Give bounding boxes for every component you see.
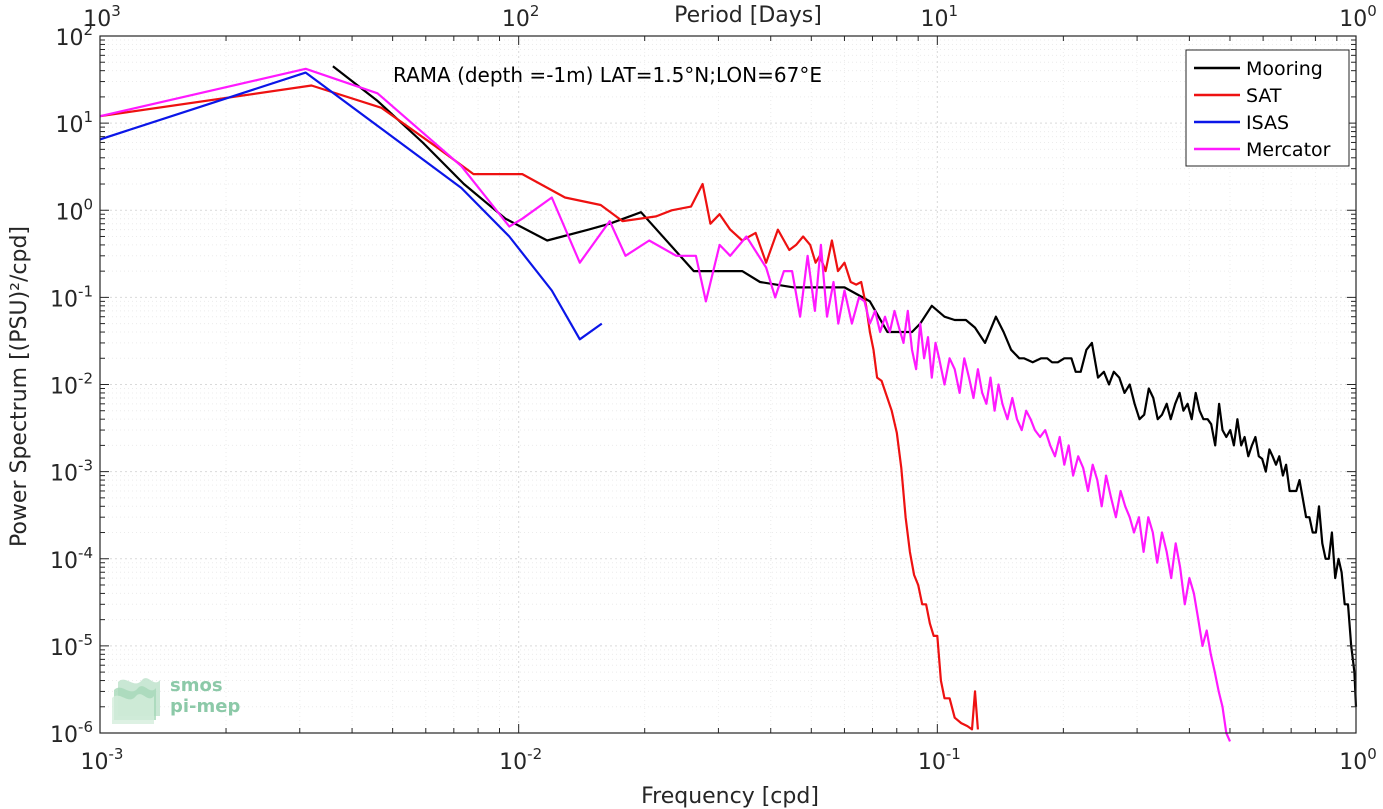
x-tick-label: 100 bbox=[1339, 745, 1377, 775]
smos-pimep-logo: smos pi-mep bbox=[112, 675, 240, 724]
y-tick-label: 10-4 bbox=[50, 544, 93, 574]
chart-annotation: RAMA (depth =-1m) LAT=1.5°N;LON=67°E bbox=[393, 63, 822, 87]
legend-label-sat: SAT bbox=[1246, 85, 1282, 107]
top-tick-label: 101 bbox=[921, 2, 959, 32]
y-tick-label: 100 bbox=[55, 195, 93, 225]
y-axis-label: Power Spectrum [(PSU)²/cpd] bbox=[7, 226, 32, 547]
legend-box bbox=[1185, 49, 1350, 167]
logo-line1: smos bbox=[170, 675, 223, 696]
x-tick-label: 10-2 bbox=[499, 745, 542, 775]
logo-waves-icon bbox=[112, 678, 160, 724]
series-line-sat bbox=[99, 84, 979, 731]
y-tick-label: 101 bbox=[55, 108, 93, 138]
series-line-mercator bbox=[99, 67, 1232, 742]
y-tick-label: 10-1 bbox=[50, 282, 93, 312]
top-tick-label: 103 bbox=[83, 2, 121, 32]
grid bbox=[99, 36, 1356, 734]
top-tick-label: 100 bbox=[1339, 2, 1377, 32]
y-tick-label: 10-2 bbox=[50, 370, 93, 400]
legend-label-mercator: Mercator bbox=[1246, 139, 1331, 161]
legend-label-isas: ISAS bbox=[1246, 112, 1289, 134]
y-tick-label: 10-3 bbox=[50, 457, 93, 487]
series-line-mooring bbox=[332, 65, 1358, 707]
legend-label-mooring: Mooring bbox=[1246, 58, 1323, 80]
y-tick-label: 10-5 bbox=[50, 631, 93, 661]
top-tick-label: 102 bbox=[502, 2, 540, 32]
axis-ticks bbox=[99, 35, 1357, 734]
y-tick-label: 10-6 bbox=[50, 718, 93, 748]
top-axis-label: Period [Days] bbox=[674, 3, 822, 28]
series-line-isas bbox=[99, 71, 603, 341]
x-tick-label: 10-3 bbox=[81, 745, 124, 775]
x-tick-label: 10-1 bbox=[918, 745, 961, 775]
series-layer bbox=[99, 65, 1358, 742]
x-axis-label: Frequency [cpd] bbox=[641, 784, 819, 809]
legend: Mooring SAT ISAS Mercator bbox=[1185, 49, 1350, 167]
y-tick-label: 102 bbox=[55, 21, 93, 51]
logo-line2: pi-mep bbox=[170, 696, 240, 717]
